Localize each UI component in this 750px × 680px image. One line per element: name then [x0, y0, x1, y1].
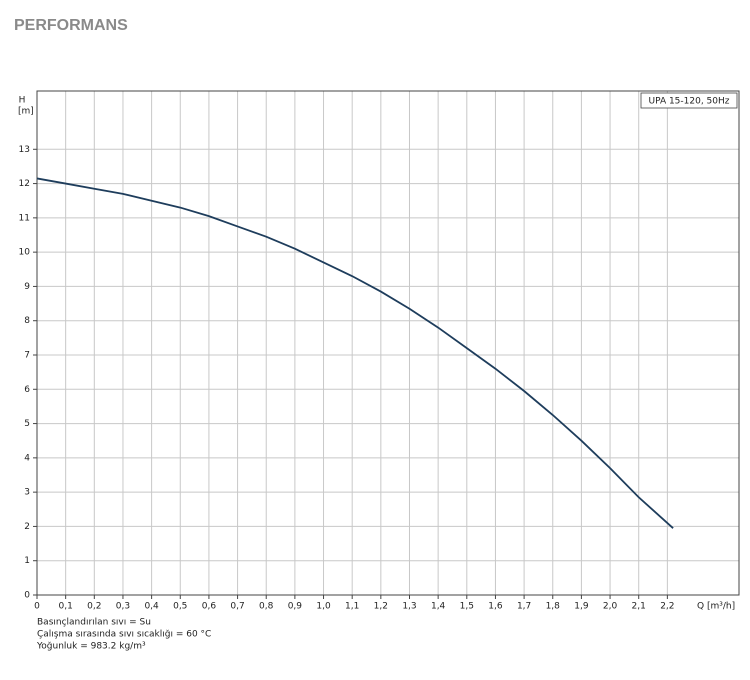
- x-tick-label: 0,1: [58, 602, 72, 612]
- x-tick-label: 2,2: [660, 602, 674, 612]
- y-tick-label: 13: [19, 145, 30, 155]
- y-tick-label: 8: [24, 316, 30, 326]
- x-tick-label: 0,2: [87, 602, 101, 612]
- x-tick-label: 1,0: [316, 602, 331, 612]
- y-tick-label: 10: [19, 248, 31, 258]
- x-tick-label: 0,5: [173, 602, 187, 612]
- x-axis-label: Q [m³/h]: [697, 602, 735, 612]
- page-title: PERFORMANS: [14, 17, 128, 34]
- legend-box: [640, 92, 738, 109]
- y-tick-label: 1: [24, 556, 30, 566]
- x-tick-label: 0,8: [259, 602, 274, 612]
- y-tick-label: 9: [24, 282, 30, 292]
- plot-frame: [36, 90, 740, 596]
- x-tick-label: 0,6: [202, 602, 217, 612]
- x-tick-label: 1,1: [345, 602, 359, 612]
- x-tick-label: 0: [34, 602, 40, 612]
- curve: [36, 177, 674, 529]
- x-tick-label: 1,9: [574, 602, 589, 612]
- x-tick-label: 0,3: [116, 602, 130, 612]
- note: Yoğunluk = 983.2 kg/m³: [36, 642, 146, 652]
- x-tick-label: 1,8: [546, 602, 561, 612]
- y-tick-label: 12: [19, 179, 30, 189]
- legend-label: UPA 15-120, 50Hz: [649, 97, 730, 107]
- x-tick-label: 2,0: [603, 602, 618, 612]
- y-tick-label: 6: [24, 385, 30, 395]
- note: Basınçlandırılan sıvı = Su: [37, 618, 151, 628]
- x-tick-label: 2,1: [632, 602, 646, 612]
- x-tick-label: 1,7: [517, 602, 531, 612]
- x-tick-label: 1,4: [431, 602, 446, 612]
- y-tick-label: 0: [24, 591, 30, 601]
- note: Çalışma sırasında sıvı sıcaklığı = 60 °C: [37, 630, 211, 640]
- y-tick-label: 4: [24, 453, 30, 463]
- y-tick-label: 5: [24, 419, 30, 429]
- x-tick-label: 0,9: [288, 602, 303, 612]
- y-axis-label: [m]: [18, 107, 34, 117]
- x-tick-label: 1,3: [402, 602, 416, 612]
- y-tick-label: 2: [24, 522, 30, 532]
- x-tick-label: 1,5: [460, 602, 474, 612]
- x-tick-label: 1,2: [374, 602, 388, 612]
- x-tick-label: 0,4: [144, 602, 159, 612]
- x-tick-label: 0,7: [230, 602, 244, 612]
- y-tick-label: 7: [24, 351, 30, 361]
- y-axis-label: H: [19, 96, 26, 106]
- y-tick-label: 11: [19, 213, 30, 223]
- y-tick-label: 3: [24, 488, 30, 498]
- x-tick-label: 1,6: [488, 602, 503, 612]
